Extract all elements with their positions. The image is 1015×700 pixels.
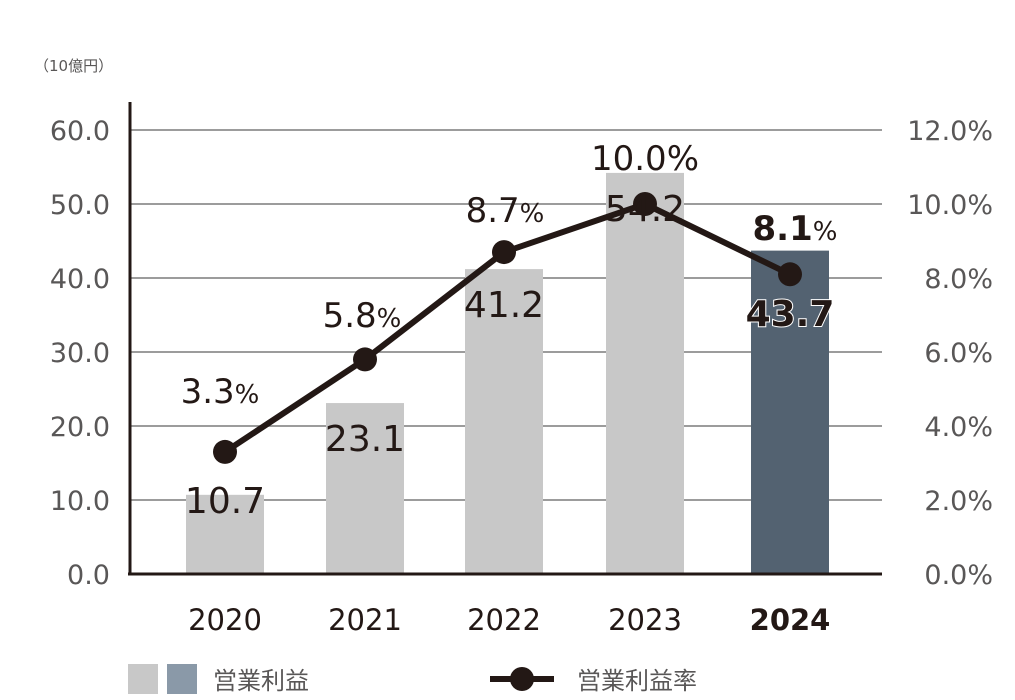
- margin-value-label: 3.3%: [181, 372, 260, 412]
- legend-line-label: 営業利益率: [577, 667, 697, 695]
- line-point: [353, 347, 377, 372]
- x-tick-label: 2021: [328, 603, 402, 637]
- y-right-tick-label: 8.0%: [924, 264, 993, 295]
- margin-line: [213, 192, 802, 464]
- tick-labels: 0.0 0.0% 10.0 2.0% 20.0 4.0% 30.0 6.0% 40.0 8.0% 5…: [50, 116, 993, 637]
- bar-value-label: 10.7: [185, 481, 265, 522]
- bar-value-label: 54.2: [605, 189, 685, 230]
- y-left-tick-label: 40.0: [50, 264, 110, 295]
- margin-value-suffix: %: [377, 304, 402, 334]
- data-labels: 10.723.141.254.243.73.3%5.8%8.7%10.0%8.1…: [181, 139, 838, 522]
- margin-value-suffix: %: [520, 199, 545, 229]
- margin-value-suffix: %: [235, 380, 260, 410]
- legend-line-marker: [510, 667, 534, 691]
- legend: 営業利益 営業利益率: [128, 664, 697, 695]
- bar: [326, 403, 404, 574]
- line-point: [213, 439, 237, 464]
- margin-value-suffix: %: [667, 139, 699, 179]
- y-left-tick-label: 50.0: [50, 190, 110, 221]
- margin-value-label: 5.8%: [323, 296, 402, 336]
- y-left-tick-label: 0.0: [67, 560, 110, 591]
- margin-value-label: 10.0%: [591, 139, 699, 179]
- margin-value-number: 5.8: [323, 296, 377, 336]
- margin-value-suffix: %: [813, 217, 838, 247]
- y-right-tick-label: 4.0%: [924, 412, 993, 443]
- y-left-tick-label: 60.0: [50, 116, 110, 147]
- legend-bar-label: 営業利益: [213, 667, 309, 695]
- y-right-tick-label: 10.0%: [907, 190, 993, 221]
- margin-value-number: 10.0: [591, 139, 667, 179]
- x-tick-label: 2020: [188, 603, 262, 637]
- margin-value-label: 8.1%: [753, 209, 838, 249]
- legend-bar-swatch: [128, 664, 158, 694]
- axes: [128, 102, 882, 576]
- bar: [751, 250, 829, 574]
- y-right-tick-label: 2.0%: [924, 486, 993, 517]
- line-point: [778, 262, 802, 287]
- legend-bar-highlight-swatch: [167, 664, 197, 694]
- y-right-tick-label: 12.0%: [907, 116, 993, 147]
- x-tick-label: 2023: [608, 603, 682, 637]
- y-right-tick-label: 6.0%: [924, 338, 993, 369]
- margin-value-number: 8.7: [466, 191, 520, 231]
- bar: [465, 269, 543, 574]
- bar: [186, 494, 264, 574]
- y-left-tick-label: 20.0: [50, 412, 110, 443]
- y-left-tick-label: 30.0: [50, 338, 110, 369]
- x-tick-label: 2024: [750, 603, 831, 637]
- bar-value-label: 43.7: [746, 294, 835, 335]
- margin-value-label: 8.7%: [466, 191, 545, 231]
- bars: [186, 172, 829, 575]
- line-point: [492, 240, 516, 265]
- bar: [606, 172, 684, 575]
- x-tick-label: 2022: [467, 603, 541, 637]
- bar-value-label: 23.1: [325, 419, 405, 460]
- bar-value-label: 41.2: [464, 285, 544, 326]
- unit-label: （10億円）: [34, 57, 113, 75]
- margin-value-number: 8.1: [753, 209, 813, 249]
- y-right-tick-label: 0.0%: [924, 560, 993, 591]
- margin-value-number: 3.3: [181, 372, 235, 412]
- line-point: [633, 192, 657, 216]
- y-left-tick-label: 10.0: [50, 486, 110, 517]
